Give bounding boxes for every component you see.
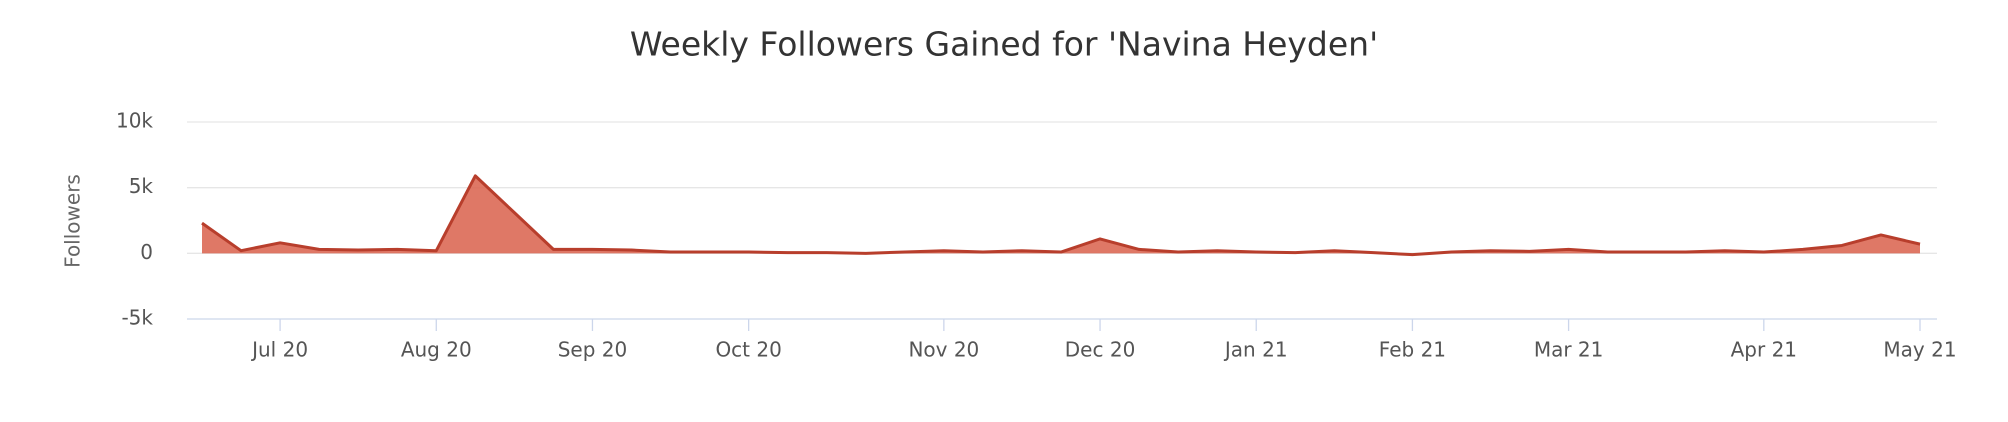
y-tick-label: 0 [140, 240, 153, 264]
area-line [201, 174, 1921, 257]
x-tick-label: Jul 20 [250, 338, 308, 362]
x-tick-label: Sep 20 [558, 338, 628, 362]
x-tick-label: Aug 20 [401, 338, 472, 362]
x-tick-label: Jan 21 [1223, 338, 1288, 362]
y-tick-label: -5k [121, 306, 153, 330]
x-tick-label: May 21 [1883, 338, 1956, 362]
x-tick-label: Apr 21 [1731, 338, 1797, 362]
y-tick-label: 10k [116, 109, 153, 133]
y-tick-label: 5k [129, 174, 154, 198]
x-tick-label: Feb 21 [1379, 338, 1446, 362]
x-tick-label: Oct 20 [715, 338, 781, 362]
x-tick-label: Dec 20 [1065, 338, 1136, 362]
y-axis-label: Followers [61, 174, 85, 268]
x-tick-label: Mar 21 [1534, 338, 1604, 362]
x-tick-label: Nov 20 [908, 338, 979, 362]
chart-title: Weekly Followers Gained for 'Navina Heyd… [630, 25, 1378, 64]
